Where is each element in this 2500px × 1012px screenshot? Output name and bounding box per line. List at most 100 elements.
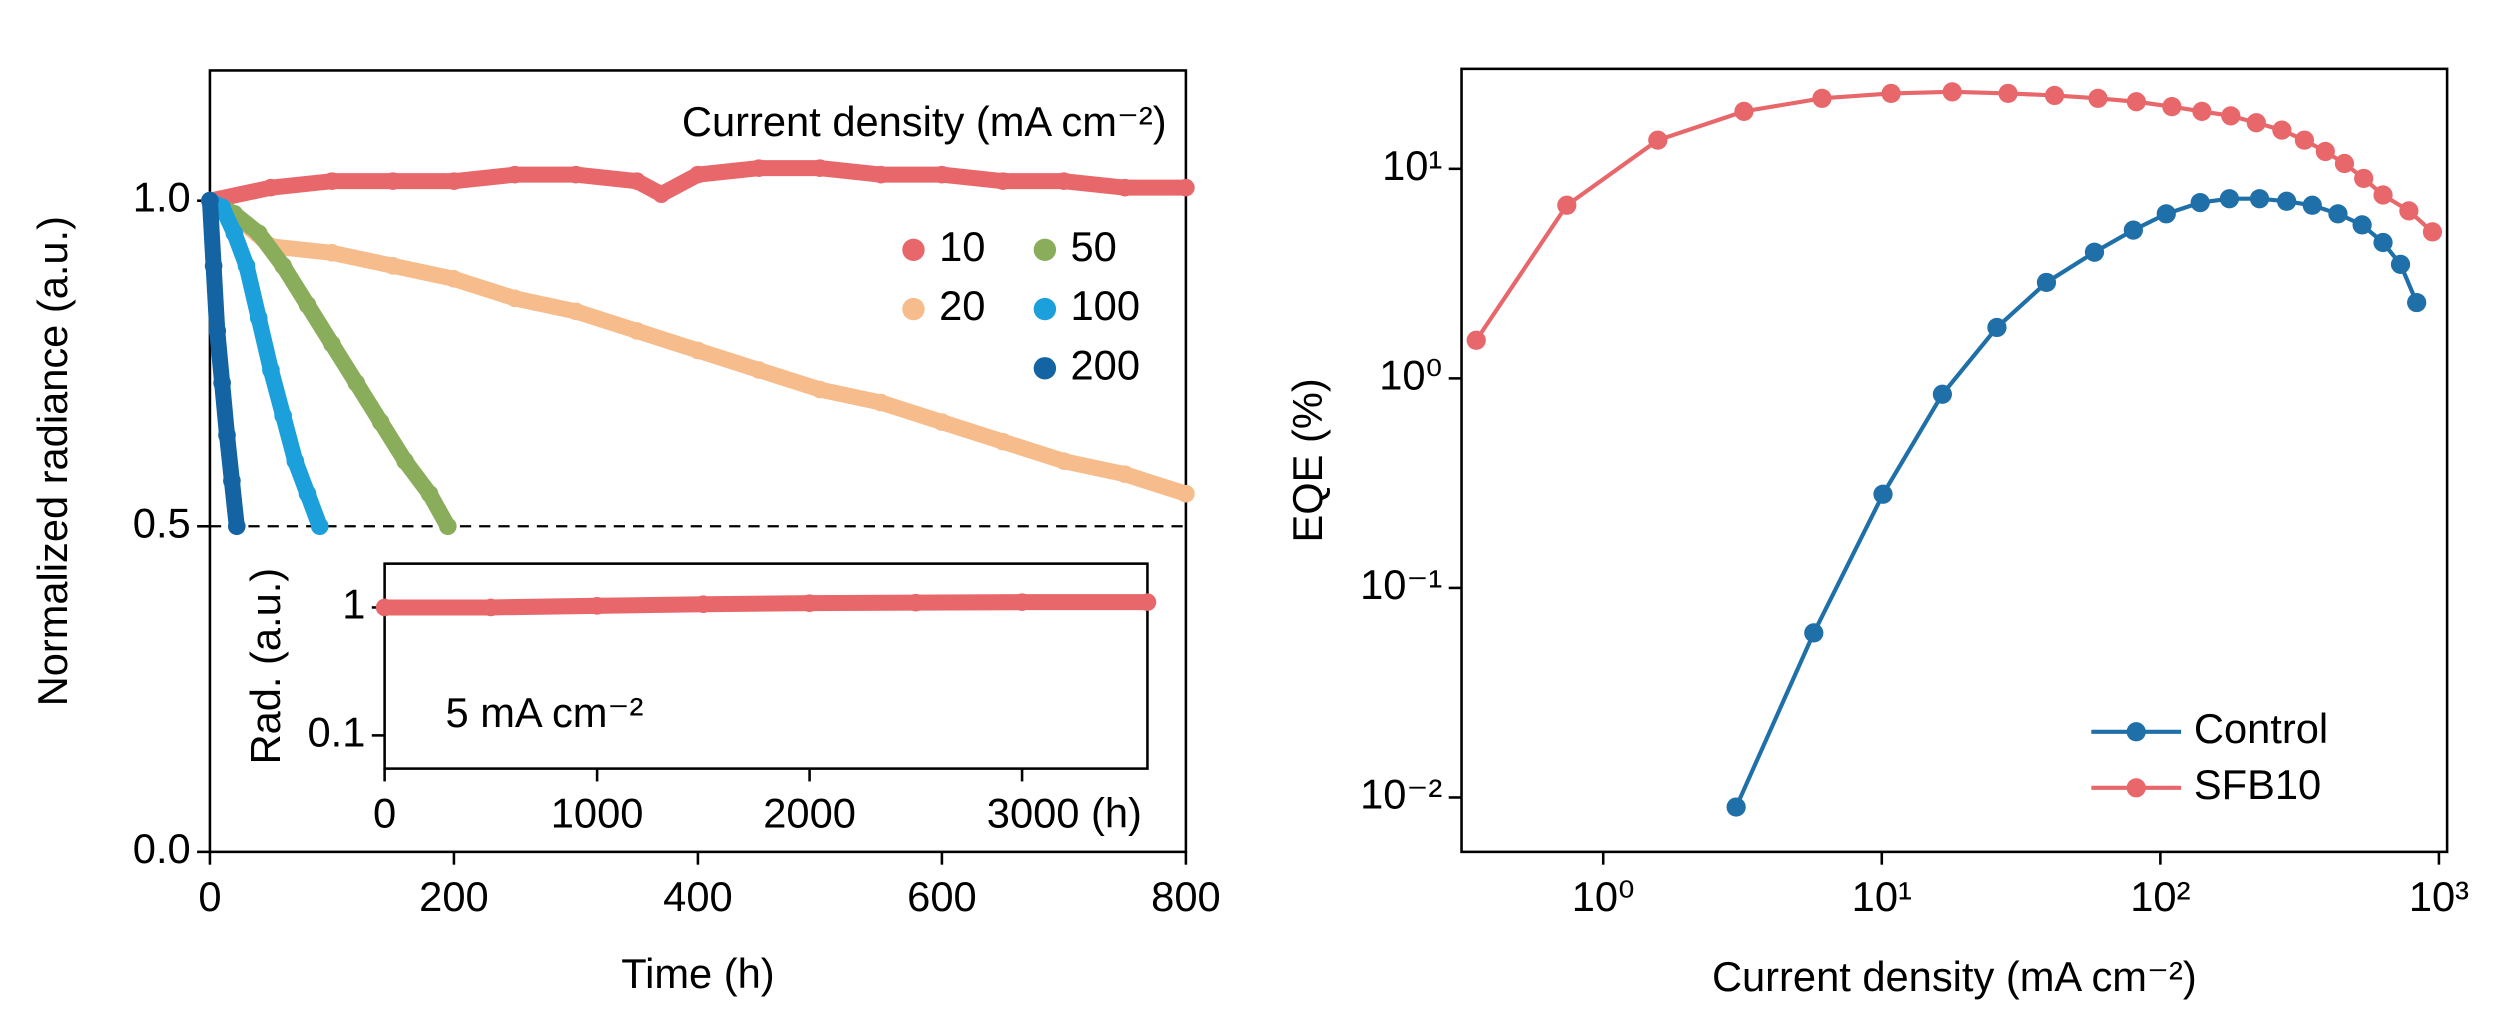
legend-title: Current density (mA cm⁻²) bbox=[682, 98, 1167, 145]
data-point bbox=[1055, 452, 1073, 470]
data-point bbox=[1881, 83, 1901, 104]
x-tick-label: 400 bbox=[663, 873, 732, 920]
x-tick-label: 0 bbox=[373, 790, 396, 837]
data-point bbox=[445, 172, 463, 190]
data-point bbox=[1942, 82, 1962, 102]
data-point bbox=[506, 289, 524, 308]
data-point bbox=[420, 484, 439, 503]
data-point bbox=[933, 413, 951, 431]
y-axis-label: Normalized radiance (a.u.) bbox=[29, 216, 76, 706]
data-point bbox=[872, 393, 890, 412]
data-point bbox=[2407, 292, 2427, 313]
data-point bbox=[1648, 130, 1668, 150]
legend-marker bbox=[902, 297, 925, 321]
data-point bbox=[323, 243, 341, 262]
data-point bbox=[384, 257, 402, 275]
data-point bbox=[2156, 204, 2176, 224]
plot-frame bbox=[383, 562, 1149, 770]
data-point bbox=[2219, 189, 2240, 209]
legend-marker bbox=[1033, 238, 1057, 262]
data-point bbox=[2088, 88, 2108, 108]
data-point bbox=[506, 165, 524, 184]
x-tick-label: 10⁰ bbox=[1572, 873, 1635, 920]
data-point bbox=[2126, 92, 2146, 112]
data-point bbox=[2272, 120, 2292, 140]
data-point bbox=[2373, 232, 2393, 253]
data-point bbox=[2354, 168, 2374, 189]
data-point bbox=[2162, 97, 2182, 117]
x-tick-label: 3000 (h) bbox=[987, 790, 1142, 837]
data-point bbox=[274, 406, 292, 425]
y-tick-label: 0.1 bbox=[307, 708, 365, 755]
data-point bbox=[2373, 185, 2393, 205]
data-point bbox=[2328, 204, 2348, 224]
legend-marker bbox=[902, 238, 925, 262]
data-point bbox=[2221, 106, 2241, 126]
y-tick-label: 10¹ bbox=[1382, 142, 1442, 189]
data-point bbox=[2334, 153, 2355, 174]
x-tick-label: 10³ bbox=[2409, 873, 2469, 920]
data-point bbox=[323, 335, 341, 353]
data-point bbox=[2352, 215, 2372, 235]
legend-label: 200 bbox=[1071, 341, 1140, 388]
data-point bbox=[588, 597, 606, 615]
data-point bbox=[811, 380, 829, 399]
x-axis-label: Time (h) bbox=[621, 950, 774, 997]
data-point bbox=[1116, 178, 1134, 197]
data-point bbox=[225, 224, 244, 243]
data-point bbox=[347, 374, 366, 392]
data-point bbox=[218, 426, 236, 444]
data-point bbox=[800, 594, 819, 612]
data-point bbox=[1055, 172, 1073, 190]
legend-marker bbox=[2126, 722, 2146, 742]
data-point bbox=[1177, 484, 1195, 503]
y-tick-label: 0.5 bbox=[133, 499, 191, 546]
annotation: 5 mA cm⁻² bbox=[446, 689, 644, 736]
data-point bbox=[237, 257, 256, 275]
data-point bbox=[2246, 113, 2266, 133]
legend-label: 100 bbox=[1071, 282, 1140, 329]
x-tick-label: 200 bbox=[419, 873, 488, 920]
data-point bbox=[204, 257, 223, 275]
data-point bbox=[811, 159, 829, 177]
y-tick-label: 1 bbox=[342, 580, 365, 627]
y-tick-label: 10⁻¹ bbox=[1360, 561, 1442, 608]
data-point bbox=[1734, 101, 1754, 121]
data-point bbox=[286, 452, 305, 470]
legend-marker bbox=[1033, 297, 1057, 321]
data-point bbox=[2294, 130, 2315, 150]
data-point bbox=[396, 452, 414, 470]
data-point bbox=[750, 361, 768, 379]
series-line bbox=[201, 192, 1194, 502]
legend-marker bbox=[2126, 778, 2146, 798]
x-tick-label: 0 bbox=[198, 873, 221, 920]
data-point bbox=[1804, 623, 1824, 643]
y-tick-label: 10⁻² bbox=[1360, 770, 1442, 817]
data-point bbox=[652, 185, 671, 203]
data-point bbox=[2044, 85, 2065, 106]
data-point bbox=[2422, 222, 2443, 242]
data-point bbox=[694, 595, 713, 614]
data-point bbox=[371, 413, 390, 431]
y-tick-label: 1.0 bbox=[133, 174, 191, 221]
data-point bbox=[1466, 330, 1486, 350]
x-tick-label: 10¹ bbox=[1852, 873, 1912, 920]
legend-label: Control bbox=[2194, 705, 2328, 752]
data-point bbox=[628, 322, 646, 340]
data-point bbox=[298, 484, 317, 503]
data-point bbox=[2249, 189, 2270, 209]
data-point bbox=[2036, 272, 2057, 293]
data-point bbox=[994, 432, 1012, 451]
data-point bbox=[907, 593, 925, 612]
x-axis-label: Current density (mA cm⁻²) bbox=[1712, 953, 2197, 1000]
y-tick-label: 0.0 bbox=[133, 825, 191, 872]
data-point bbox=[2190, 192, 2210, 213]
data-point bbox=[689, 165, 707, 184]
data-point bbox=[994, 172, 1012, 190]
x-tick-label: 600 bbox=[907, 873, 976, 920]
data-point bbox=[249, 224, 268, 243]
data-point bbox=[1013, 593, 1031, 611]
data-point bbox=[1138, 593, 1157, 611]
data-point bbox=[1812, 88, 1832, 108]
